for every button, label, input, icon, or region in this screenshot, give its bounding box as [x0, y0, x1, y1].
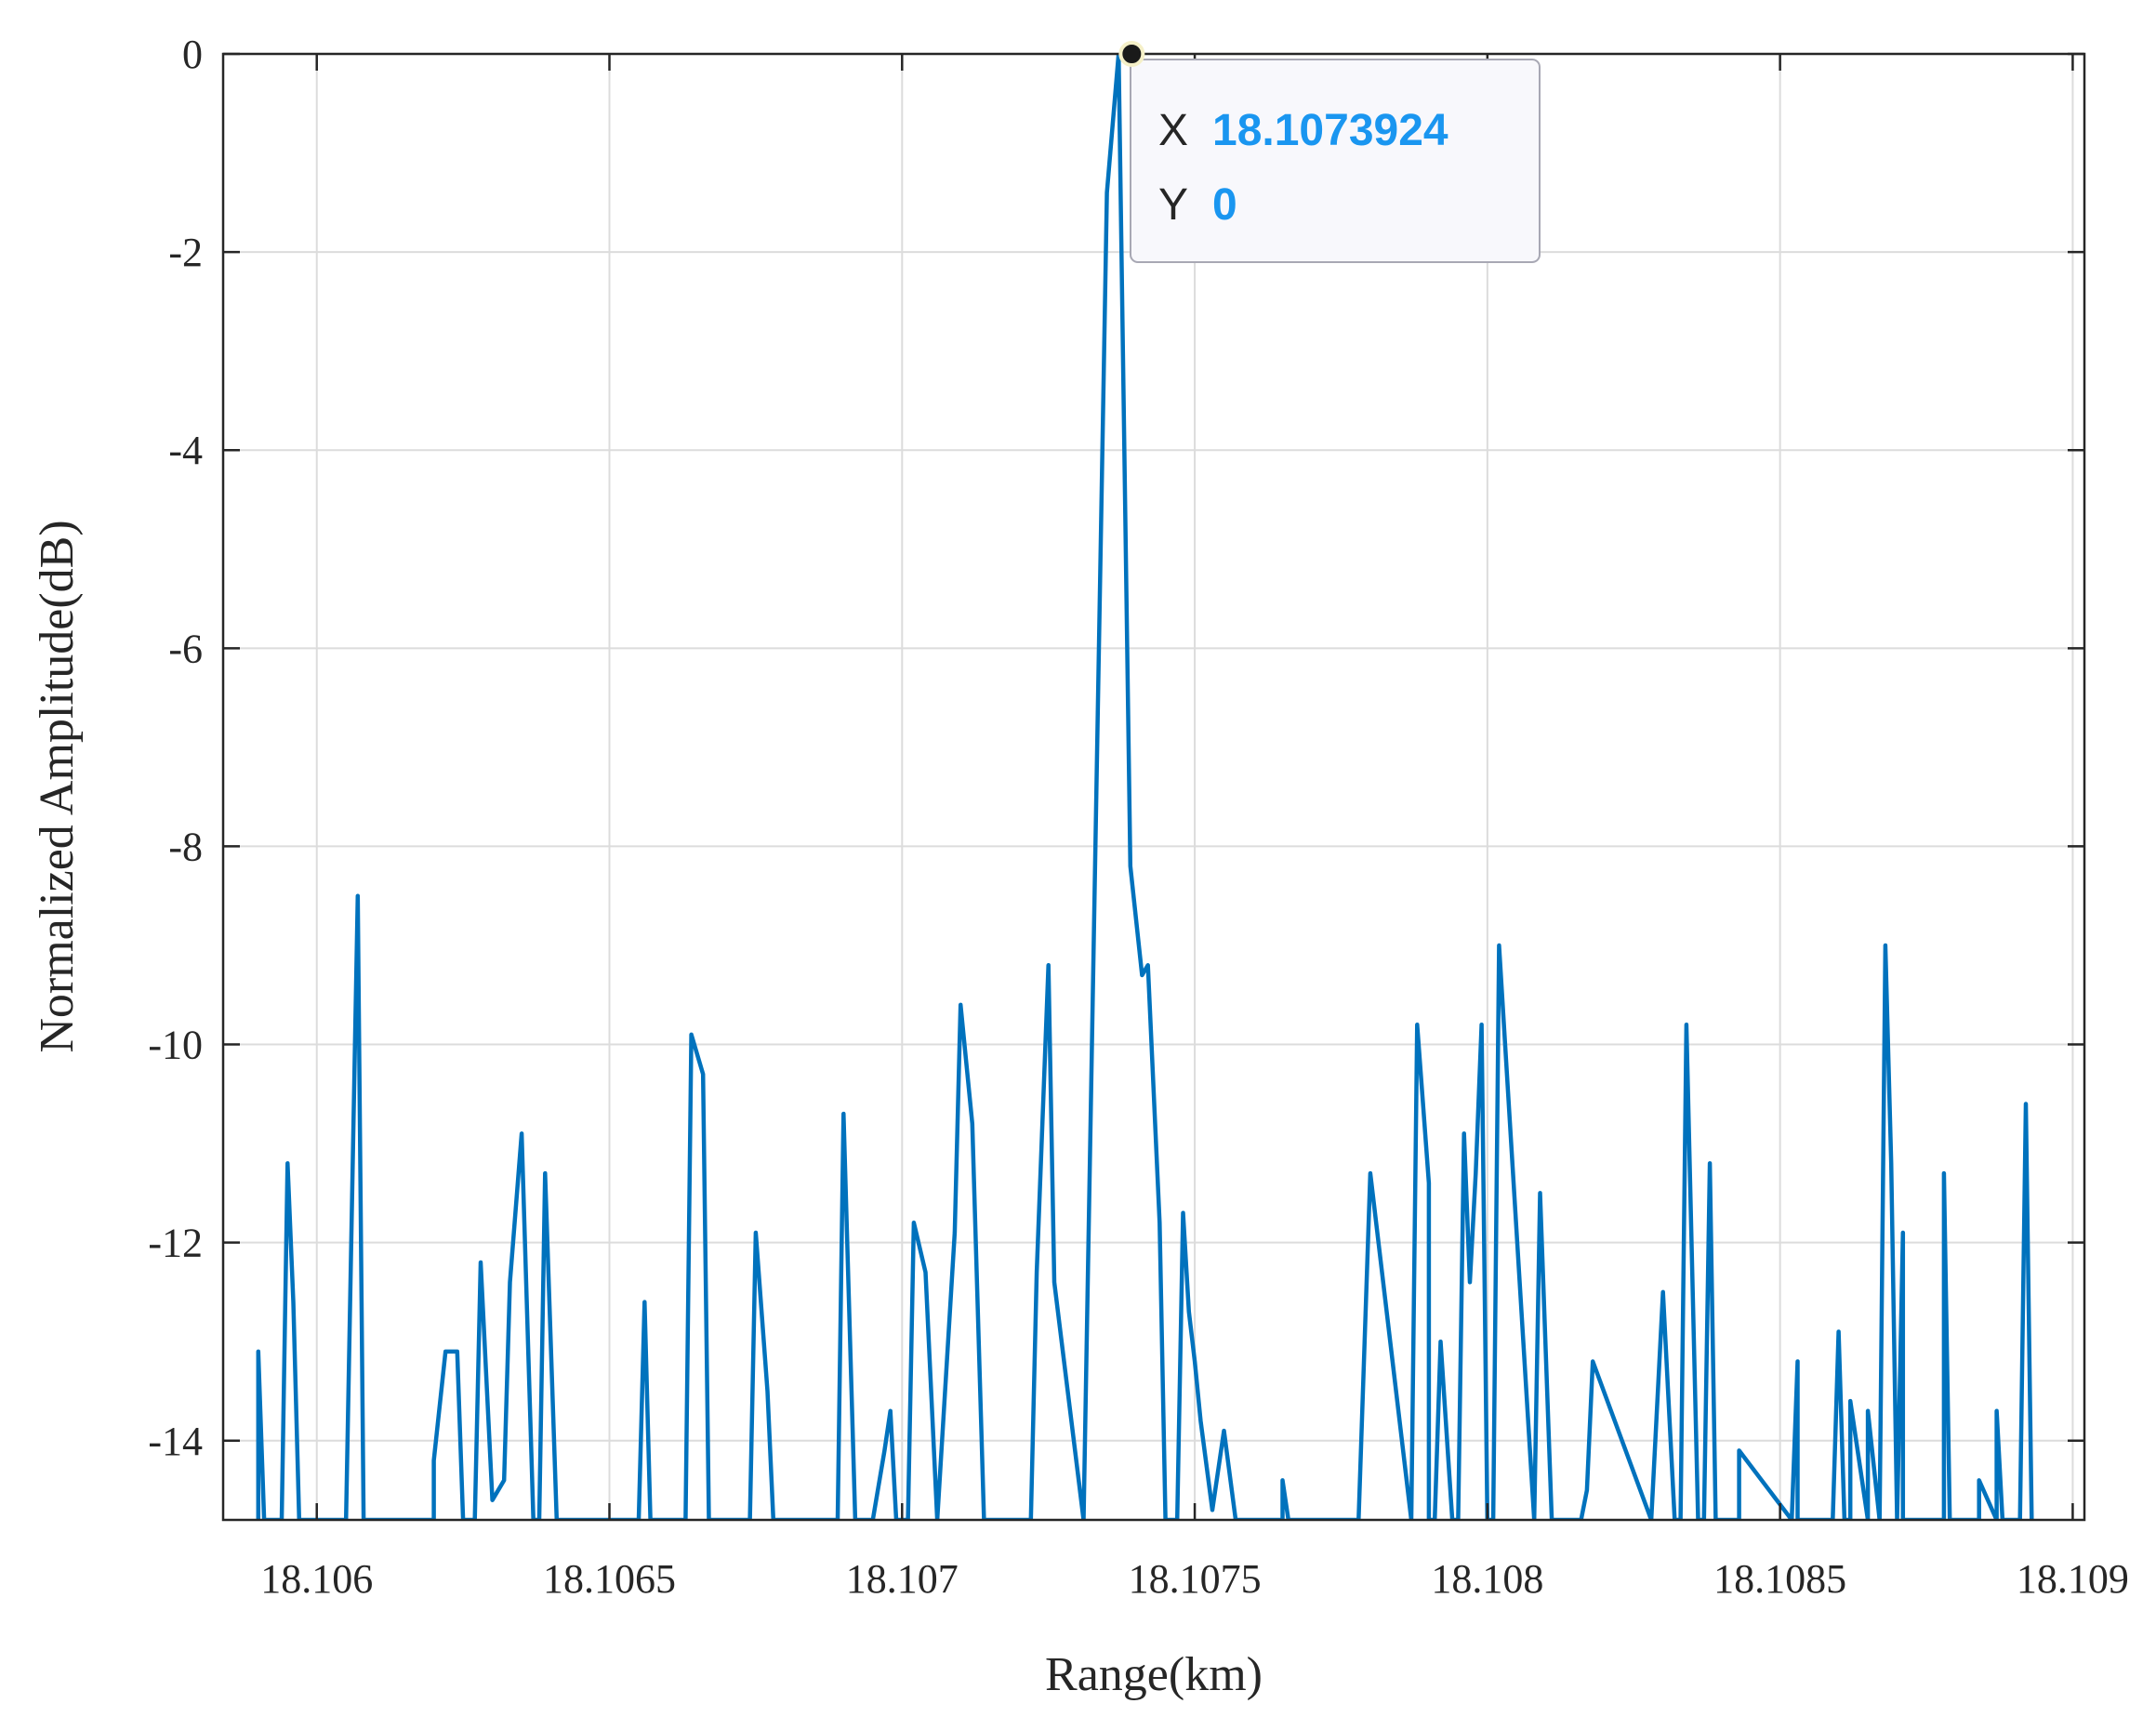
- axis-ticks: [223, 52, 2084, 1520]
- x-axis-title: Range(km): [1045, 1648, 1263, 1701]
- x-tick-labels: 18.106 18.1065 18.107 18.1075 18.108 18.1085 1…: [260, 1556, 2129, 1602]
- y-tick-label: -14: [148, 1419, 203, 1464]
- y-tick-label: -6: [168, 626, 203, 671]
- x-tick-label: 18.106: [260, 1556, 373, 1602]
- y-tick-label: -10: [148, 1023, 203, 1068]
- grid: [223, 53, 2084, 1520]
- y-axis-title: Normalized Amplitude(dB): [31, 520, 84, 1052]
- x-tick-label: 18.109: [2017, 1556, 2129, 1602]
- y-tick-labels: 0 -2 -4 -6 -8 -10 -12 -14: [148, 32, 203, 1464]
- x-tick-label: 18.108: [1431, 1556, 1543, 1602]
- y-tick-label: -2: [168, 230, 203, 275]
- axes-box: [221, 52, 2086, 1522]
- x-tick-label: 18.1065: [543, 1556, 676, 1602]
- series-line: [256, 54, 2034, 1520]
- datatip-marker: [1118, 41, 1145, 67]
- datatip-x-key: X: [1158, 106, 1188, 155]
- y-tick-label: -8: [168, 824, 203, 869]
- y-tick-label: -4: [168, 428, 203, 473]
- datatip-x-value: 18.1073924: [1212, 106, 1448, 155]
- datatip-y-key: Y: [1158, 180, 1188, 230]
- plot-area[interactable]: [256, 54, 2034, 1520]
- datatip[interactable]: X 18.1073924 Y 0: [1118, 41, 1541, 263]
- x-tick-label: 18.1075: [1129, 1556, 1262, 1602]
- y-tick-label: -12: [148, 1221, 203, 1266]
- x-tick-label: 18.1085: [1713, 1556, 1846, 1602]
- datatip-box: [1130, 59, 1541, 263]
- x-tick-label: 18.107: [846, 1556, 959, 1602]
- y-tick-label: 0: [182, 32, 203, 77]
- datatip-y-value: 0: [1212, 180, 1237, 230]
